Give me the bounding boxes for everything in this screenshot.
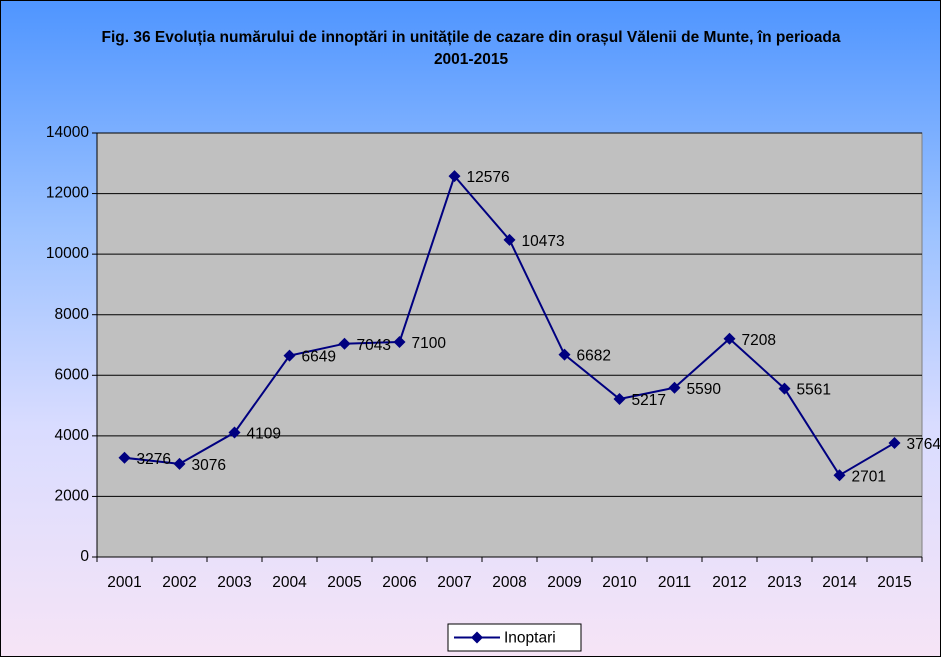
data-point bbox=[393, 335, 406, 348]
data-label: 3764 bbox=[907, 436, 941, 453]
data-label: 10473 bbox=[522, 233, 565, 250]
x-tick-label: 2013 bbox=[767, 574, 801, 591]
x-tick-label: 2009 bbox=[547, 574, 581, 591]
data-point bbox=[833, 469, 846, 482]
data-point bbox=[778, 382, 791, 395]
data-label: 2701 bbox=[852, 468, 886, 485]
plot-area bbox=[96, 132, 923, 558]
y-tick-label: 12000 bbox=[46, 185, 89, 202]
data-label: 7100 bbox=[412, 335, 447, 352]
data-label: 12576 bbox=[467, 169, 510, 186]
y-tick-label: 0 bbox=[80, 548, 89, 565]
data-label: 5561 bbox=[797, 382, 831, 399]
data-label: 4109 bbox=[247, 426, 281, 443]
x-tick-label: 2004 bbox=[272, 574, 307, 591]
y-tick-label: 6000 bbox=[55, 366, 90, 383]
y-tick-label: 8000 bbox=[55, 306, 90, 323]
x-tick-label: 2008 bbox=[492, 574, 526, 591]
data-point bbox=[723, 332, 736, 345]
x-tick-label: 2014 bbox=[822, 574, 857, 591]
legend-label: Inoptari bbox=[504, 630, 556, 647]
data-point bbox=[448, 170, 461, 183]
chart-title: Fig. 36 Evoluția numărului de innoptări … bbox=[101, 29, 841, 68]
data-point bbox=[888, 437, 901, 450]
y-tick-label: 10000 bbox=[46, 245, 89, 262]
y-tick-label: 4000 bbox=[55, 427, 90, 444]
y-tick-label: 14000 bbox=[46, 124, 89, 141]
data-point bbox=[283, 349, 296, 362]
data-label: 7208 bbox=[742, 332, 776, 349]
data-point bbox=[118, 451, 131, 464]
x-tick-label: 2003 bbox=[217, 574, 251, 591]
data-label: 6682 bbox=[577, 348, 611, 365]
y-tick-label: 2000 bbox=[55, 488, 90, 505]
x-tick-label: 2012 bbox=[712, 574, 746, 591]
legend: Inoptari bbox=[447, 623, 582, 652]
x-tick-label: 2002 bbox=[162, 574, 196, 591]
x-tick-label: 2010 bbox=[602, 574, 637, 591]
data-point bbox=[228, 426, 241, 439]
data-label: 7043 bbox=[357, 337, 391, 354]
data-label: 6649 bbox=[302, 349, 336, 366]
data-point bbox=[503, 233, 516, 246]
data-label: 3076 bbox=[192, 457, 226, 474]
data-label: 5217 bbox=[632, 392, 666, 409]
x-tick-label: 2005 bbox=[327, 574, 361, 591]
data-label: 3276 bbox=[137, 451, 171, 468]
x-tick-label: 2001 bbox=[107, 574, 141, 591]
data-point bbox=[558, 348, 571, 361]
data-point bbox=[173, 457, 186, 470]
legend-marker bbox=[471, 631, 483, 644]
x-tick-label: 2006 bbox=[382, 574, 416, 591]
x-tick-label: 2007 bbox=[437, 574, 471, 591]
x-tick-label: 2015 bbox=[877, 574, 911, 591]
data-point bbox=[338, 337, 351, 350]
x-tick-label: 2011 bbox=[658, 574, 691, 591]
data-point bbox=[613, 392, 626, 405]
data-point bbox=[668, 381, 681, 394]
data-label: 5590 bbox=[687, 381, 722, 398]
